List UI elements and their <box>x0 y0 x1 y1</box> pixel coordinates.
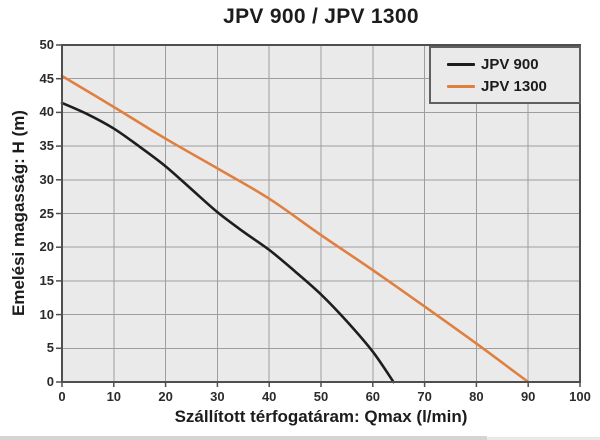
legend-label-jpv-1300: JPV 1300 <box>481 77 547 95</box>
y-tick-label: 10 <box>39 306 54 322</box>
x-tick-label: 0 <box>58 389 66 404</box>
y-tick-label: 5 <box>46 340 54 356</box>
x-tick-label: 80 <box>469 389 484 404</box>
y-tick-label: 30 <box>39 171 54 187</box>
legend-line-swatch-jpv-900 <box>447 62 475 66</box>
curve-jpv-900 <box>60 101 395 384</box>
x-tick-label: 60 <box>365 389 381 404</box>
curve-jpv-1300 <box>60 74 530 384</box>
x-tick-label: 40 <box>261 389 277 404</box>
y-tick-label: 15 <box>39 272 54 288</box>
plot-border <box>61 44 581 383</box>
y-tick-label: 45 <box>39 70 54 86</box>
y-tick-label: 20 <box>39 239 54 255</box>
x-tick-label: 50 <box>313 389 329 404</box>
x-tick-labels: 0 10 20 30 40 50 60 70 80 90 100 <box>58 389 590 405</box>
y-tick-label: 50 <box>39 37 54 52</box>
scan-edge-artifact <box>0 436 487 440</box>
y-tick-label: 25 <box>39 205 54 221</box>
legend-label-jpv-900: JPV 900 <box>481 55 539 73</box>
x-tick-label: 100 <box>569 389 591 404</box>
y-tick-label: 0 <box>46 374 54 389</box>
x-tick-label: 20 <box>158 389 173 404</box>
y-tick-label: 35 <box>39 138 54 154</box>
y-tick-labels: 0 5 10 15 20 25 30 35 40 45 50 <box>0 37 54 389</box>
legend-item-jpv-1300: JPV 1300 <box>447 78 579 95</box>
x-tick-label: 10 <box>106 389 122 404</box>
x-axis-title: Szállított térfogatáram: Qmax (l/min) <box>174 407 468 426</box>
x-tick-label: 30 <box>210 389 225 404</box>
legend-line-swatch-jpv-1300 <box>447 84 475 88</box>
x-tick-label: 90 <box>520 389 536 404</box>
x-tick-label: 70 <box>417 389 432 404</box>
legend: JPV 900 JPV 1300 <box>429 46 581 104</box>
y-tick-label: 40 <box>39 104 54 120</box>
scan-edge-artifact-light <box>487 437 600 440</box>
legend-item-jpv-900: JPV 900 <box>447 56 579 73</box>
chart-title: JPV 900 / JPV 1300 <box>223 5 419 28</box>
